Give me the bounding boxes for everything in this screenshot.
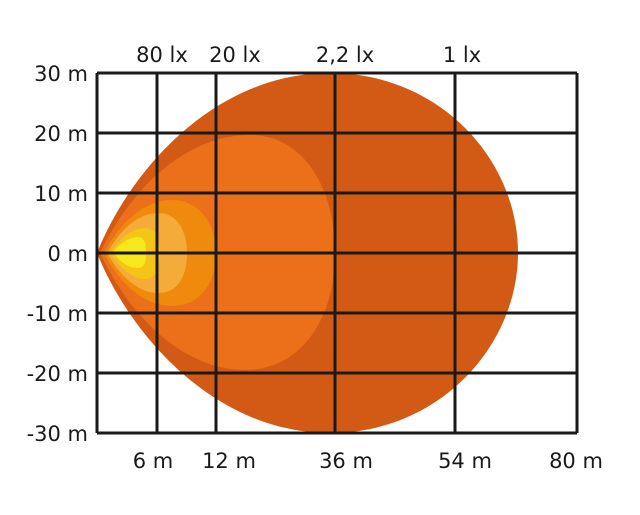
left-label: 20 m: [34, 122, 88, 146]
left-label: -10 m: [27, 302, 88, 326]
left-label: -30 m: [27, 422, 88, 446]
left-label: -20 m: [27, 362, 88, 386]
top-label: 2,2 lx: [316, 43, 374, 67]
bottom-label: 54 m: [438, 449, 492, 473]
top-label: 1 lx: [443, 43, 481, 67]
top-label: 20 lx: [209, 43, 261, 67]
bottom-label: 80 m: [549, 449, 603, 473]
left-label: 0 m: [48, 242, 89, 266]
bottom-label: 6 m: [133, 449, 174, 473]
axis-labels: 80 lx 20 lx 2,2 lx 1 lx 6 m 12 m 36 m 54…: [27, 43, 603, 473]
left-label: 10 m: [34, 182, 88, 206]
bottom-label: 36 m: [319, 449, 373, 473]
bottom-label: 12 m: [202, 449, 256, 473]
top-label: 80 lx: [136, 43, 188, 67]
left-label: 30 m: [34, 62, 88, 86]
grid: [95, 71, 579, 435]
